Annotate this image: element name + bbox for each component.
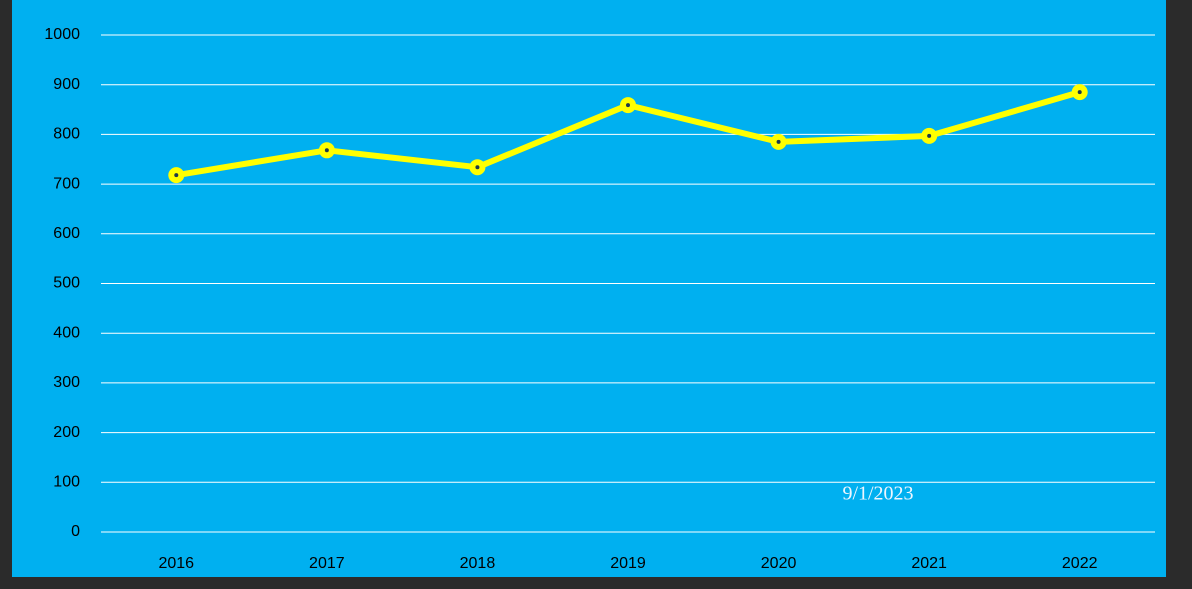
y-tick-label: 500 — [53, 275, 80, 292]
marker-center — [324, 148, 329, 153]
marker-center — [626, 103, 630, 108]
x-tick-label: 2019 — [610, 555, 646, 572]
marker-center — [174, 173, 179, 178]
y-tick-label: 400 — [53, 324, 80, 341]
chart-area — [12, 0, 1166, 577]
y-tick-label: 300 — [53, 374, 80, 391]
x-tick-label: 2016 — [158, 555, 194, 572]
x-tick-label: 2021 — [911, 555, 947, 572]
y-tick-label: 1000 — [44, 26, 80, 43]
x-tick-label: 2020 — [761, 555, 797, 572]
y-tick-label: 200 — [53, 424, 80, 441]
marker-center — [776, 139, 781, 144]
x-tick-label: 2018 — [460, 555, 496, 572]
y-tick-label: 100 — [53, 474, 80, 491]
annotation: 9/1/2023 — [842, 483, 913, 505]
marker-center — [1077, 90, 1082, 95]
y-tick-label: 0 — [71, 523, 80, 540]
y-tick-label: 900 — [53, 76, 80, 93]
y-tick-label: 800 — [53, 126, 80, 143]
x-tick-label: 2022 — [1062, 555, 1098, 572]
y-tick-label: 700 — [53, 175, 80, 192]
marker-center — [475, 165, 480, 170]
x-tick-label: 2017 — [309, 555, 345, 572]
y-tick-label: 600 — [53, 225, 80, 242]
marker-center — [927, 133, 932, 138]
